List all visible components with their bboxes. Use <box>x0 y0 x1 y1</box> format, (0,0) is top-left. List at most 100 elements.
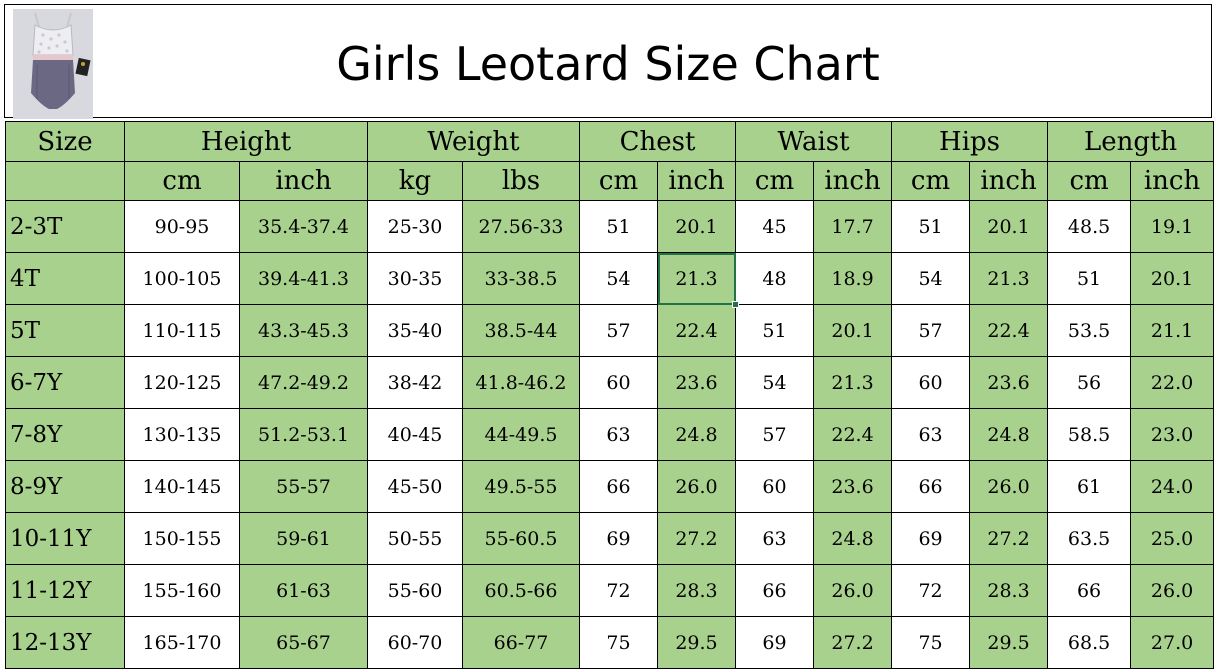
table-cell[interactable]: 68.5 <box>1047 616 1132 669</box>
table-cell[interactable]: 48.5 <box>1047 200 1132 253</box>
table-cell[interactable]: 33-38.5 <box>462 252 580 305</box>
table-cell[interactable]: 23.0 <box>1130 408 1215 461</box>
table-cell[interactable]: 27.2 <box>656 512 737 565</box>
table-cell[interactable]: 56 <box>1047 356 1132 409</box>
table-cell[interactable]: 63 <box>579 408 658 461</box>
table-cell[interactable]: 21.3 <box>813 356 893 409</box>
unit-header[interactable]: kg <box>367 161 463 201</box>
table-cell[interactable]: 57 <box>579 304 658 357</box>
unit-header[interactable]: inch <box>969 161 1049 201</box>
table-cell[interactable]: 26.0 <box>1130 564 1215 617</box>
table-cell[interactable]: 24.8 <box>656 408 737 461</box>
selected-cell[interactable]: 21.3 <box>656 252 737 305</box>
table-cell[interactable]: 69 <box>891 512 971 565</box>
table-cell[interactable]: 25-30 <box>367 200 463 253</box>
size-cell[interactable]: 8-9Y <box>5 460 125 513</box>
size-cell[interactable]: 12-13Y <box>5 616 125 669</box>
hips-header[interactable]: Hips <box>891 121 1049 162</box>
table-cell[interactable]: 140-145 <box>124 460 240 513</box>
table-cell[interactable]: 59-61 <box>239 512 368 565</box>
table-cell[interactable]: 58.5 <box>1047 408 1132 461</box>
table-cell[interactable]: 22.4 <box>969 304 1049 357</box>
table-cell[interactable]: 22.4 <box>813 408 893 461</box>
size-cell[interactable]: 2-3T <box>5 200 125 253</box>
size-cell[interactable]: 7-8Y <box>5 408 125 461</box>
table-cell[interactable]: 69 <box>735 616 815 669</box>
table-cell[interactable]: 17.7 <box>813 200 893 253</box>
height-header[interactable]: Height <box>124 121 368 162</box>
table-cell[interactable]: 66 <box>1047 564 1132 617</box>
table-cell[interactable]: 165-170 <box>124 616 240 669</box>
table-cell[interactable]: 57 <box>891 304 971 357</box>
table-cell[interactable]: 72 <box>579 564 658 617</box>
size-cell[interactable]: 11-12Y <box>5 564 125 617</box>
table-cell[interactable]: 54 <box>579 252 658 305</box>
table-cell[interactable]: 26.0 <box>656 460 737 513</box>
table-cell[interactable]: 51 <box>579 200 658 253</box>
waist-header[interactable]: Waist <box>735 121 893 162</box>
table-cell[interactable]: 51 <box>891 200 971 253</box>
unit-header[interactable]: inch <box>656 161 737 201</box>
table-cell[interactable]: 27.2 <box>969 512 1049 565</box>
table-cell[interactable]: 22.0 <box>1130 356 1215 409</box>
table-cell[interactable]: 35-40 <box>367 304 463 357</box>
table-cell[interactable]: 55-60 <box>367 564 463 617</box>
table-cell[interactable]: 47.2-49.2 <box>239 356 368 409</box>
table-cell[interactable]: 60-70 <box>367 616 463 669</box>
unit-header[interactable]: cm <box>735 161 815 201</box>
table-cell[interactable]: 20.1 <box>1130 252 1215 305</box>
weight-header[interactable]: Weight <box>367 121 580 162</box>
table-cell[interactable]: 26.0 <box>813 564 893 617</box>
table-cell[interactable]: 24.0 <box>1130 460 1215 513</box>
table-cell[interactable]: 38-42 <box>367 356 463 409</box>
size-header[interactable]: Size <box>5 121 125 162</box>
length-header[interactable]: Length <box>1047 121 1215 162</box>
table-cell[interactable]: 48 <box>735 252 815 305</box>
table-cell[interactable]: 110-115 <box>124 304 240 357</box>
table-cell[interactable]: 21.3 <box>969 252 1049 305</box>
table-cell[interactable]: 27.56-33 <box>462 200 580 253</box>
table-cell[interactable]: 23.6 <box>813 460 893 513</box>
size-unit-blank[interactable] <box>5 161 125 201</box>
table-cell[interactable]: 51.2-53.1 <box>239 408 368 461</box>
table-cell[interactable]: 60.5-66 <box>462 564 580 617</box>
table-cell[interactable]: 20.1 <box>969 200 1049 253</box>
table-cell[interactable]: 28.3 <box>656 564 737 617</box>
table-cell[interactable]: 20.1 <box>813 304 893 357</box>
table-cell[interactable]: 50-55 <box>367 512 463 565</box>
table-cell[interactable]: 41.8-46.2 <box>462 356 580 409</box>
table-cell[interactable]: 130-135 <box>124 408 240 461</box>
table-cell[interactable]: 120-125 <box>124 356 240 409</box>
table-cell[interactable]: 23.6 <box>969 356 1049 409</box>
table-cell[interactable]: 65-67 <box>239 616 368 669</box>
table-cell[interactable]: 21.1 <box>1130 304 1215 357</box>
table-cell[interactable]: 66 <box>891 460 971 513</box>
table-cell[interactable]: 66-77 <box>462 616 580 669</box>
unit-header[interactable]: inch <box>1130 161 1215 201</box>
table-cell[interactable]: 63 <box>891 408 971 461</box>
table-cell[interactable]: 55-57 <box>239 460 368 513</box>
table-cell[interactable]: 29.5 <box>656 616 737 669</box>
table-cell[interactable]: 90-95 <box>124 200 240 253</box>
table-cell[interactable]: 155-160 <box>124 564 240 617</box>
table-cell[interactable]: 63.5 <box>1047 512 1132 565</box>
table-cell[interactable]: 45-50 <box>367 460 463 513</box>
table-cell[interactable]: 35.4-37.4 <box>239 200 368 253</box>
unit-header[interactable]: lbs <box>462 161 580 201</box>
size-cell[interactable]: 4T <box>5 252 125 305</box>
unit-header[interactable]: inch <box>813 161 893 201</box>
table-cell[interactable]: 61-63 <box>239 564 368 617</box>
table-cell[interactable]: 27.0 <box>1130 616 1215 669</box>
table-cell[interactable]: 51 <box>735 304 815 357</box>
table-cell[interactable]: 20.1 <box>656 200 737 253</box>
table-cell[interactable]: 60 <box>579 356 658 409</box>
table-cell[interactable]: 57 <box>735 408 815 461</box>
table-cell[interactable]: 30-35 <box>367 252 463 305</box>
table-cell[interactable]: 51 <box>1047 252 1132 305</box>
table-cell[interactable]: 38.5-44 <box>462 304 580 357</box>
table-cell[interactable]: 39.4-41.3 <box>239 252 368 305</box>
table-cell[interactable]: 55-60.5 <box>462 512 580 565</box>
size-cell[interactable]: 5T <box>5 304 125 357</box>
fill-handle[interactable] <box>731 300 739 308</box>
table-cell[interactable]: 44-49.5 <box>462 408 580 461</box>
